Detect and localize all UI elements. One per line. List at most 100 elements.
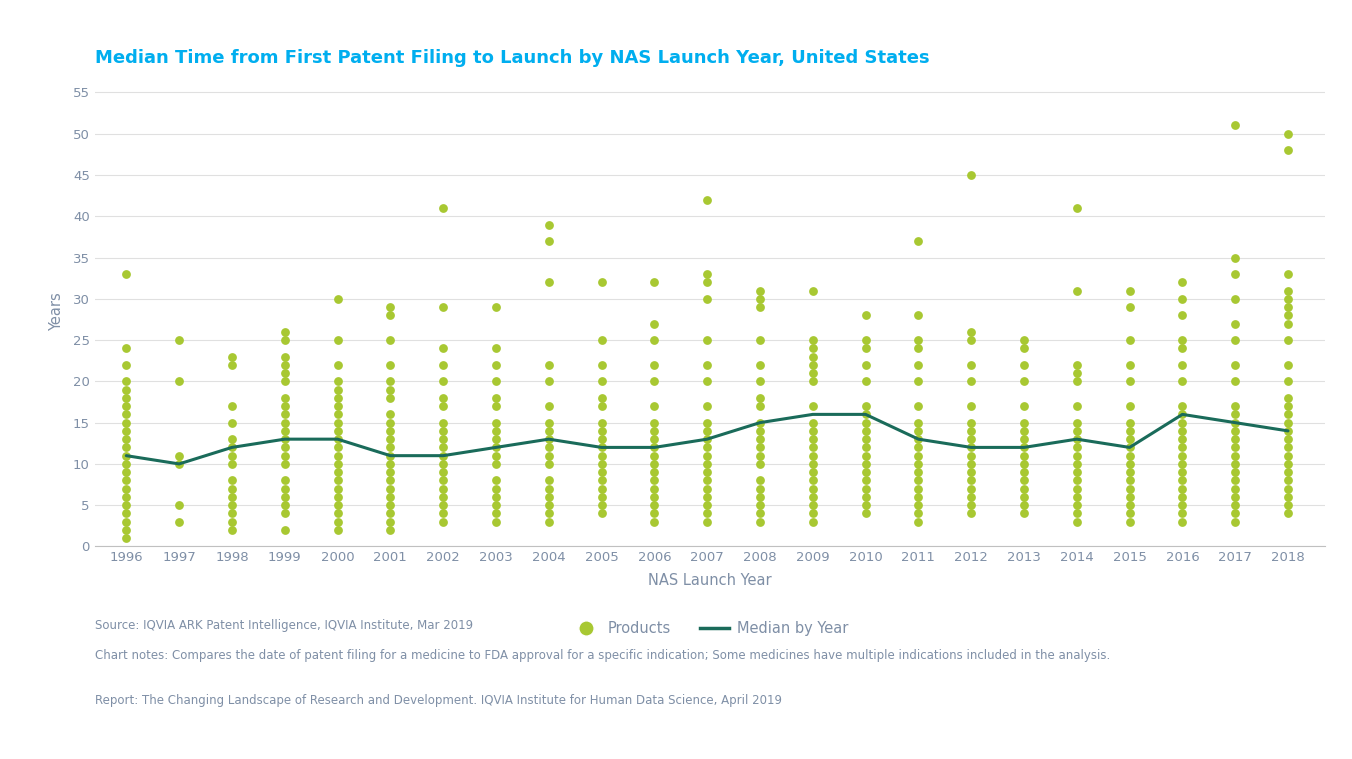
Point	[696, 375, 718, 387]
Point	[591, 507, 612, 519]
Point	[1065, 400, 1087, 412]
Point	[1225, 466, 1247, 478]
Point	[274, 449, 296, 461]
Point	[1013, 433, 1034, 446]
Point	[433, 515, 454, 528]
Point	[1065, 433, 1087, 446]
Point	[854, 499, 876, 512]
Point	[749, 293, 771, 305]
Point	[433, 202, 454, 214]
Point	[485, 392, 507, 404]
Point	[380, 449, 402, 461]
Point	[749, 483, 771, 495]
Point	[1172, 425, 1194, 437]
Point	[380, 334, 402, 346]
Point	[749, 334, 771, 346]
Point	[433, 400, 454, 412]
Point	[1065, 491, 1087, 503]
Point	[1118, 515, 1140, 528]
Point	[696, 433, 718, 446]
Point	[115, 383, 137, 395]
Point	[380, 408, 402, 420]
Point	[1225, 507, 1247, 519]
Point	[1118, 375, 1140, 387]
Point	[696, 515, 718, 528]
Point	[115, 433, 137, 446]
Point	[907, 499, 929, 512]
Point	[1172, 400, 1194, 412]
Text: Chart notes: Compares the date of patent filing for a medicine to FDA approval f: Chart notes: Compares the date of patent…	[95, 649, 1110, 662]
Point	[327, 400, 349, 412]
Point	[222, 359, 243, 371]
Point	[1172, 507, 1194, 519]
Point	[644, 507, 665, 519]
Point	[327, 433, 349, 446]
Point	[222, 474, 243, 487]
Point	[907, 515, 929, 528]
Point	[222, 499, 243, 512]
Point	[168, 515, 189, 528]
Legend: Products, Median by Year: Products, Median by Year	[565, 615, 854, 641]
Point	[1065, 359, 1087, 371]
Point	[1065, 515, 1087, 528]
Point	[696, 417, 718, 429]
Point	[802, 359, 823, 371]
Point	[749, 449, 771, 461]
Point	[1278, 425, 1299, 437]
Point	[1225, 449, 1247, 461]
Point	[696, 458, 718, 470]
Point	[907, 483, 929, 495]
Point	[380, 383, 402, 395]
Point	[696, 474, 718, 487]
Point	[433, 458, 454, 470]
Point	[1013, 458, 1034, 470]
Point	[1172, 408, 1194, 420]
Point	[907, 441, 929, 453]
Point	[274, 400, 296, 412]
Point	[1118, 499, 1140, 512]
Point	[1278, 268, 1299, 280]
Point	[960, 326, 982, 338]
Point	[1278, 334, 1299, 346]
Point	[591, 491, 612, 503]
Point	[960, 499, 982, 512]
Point	[380, 499, 402, 512]
Point	[1065, 474, 1087, 487]
Point	[115, 515, 137, 528]
Point	[802, 425, 823, 437]
Point	[960, 169, 982, 181]
Point	[1225, 417, 1247, 429]
Point	[591, 392, 612, 404]
Point	[1118, 417, 1140, 429]
Point	[854, 309, 876, 321]
Point	[1278, 491, 1299, 503]
Point	[1065, 458, 1087, 470]
Point	[538, 433, 560, 446]
Point	[380, 375, 402, 387]
Point	[854, 458, 876, 470]
Point	[591, 425, 612, 437]
Point	[1013, 474, 1034, 487]
Point	[327, 499, 349, 512]
Point	[538, 417, 560, 429]
Point	[115, 449, 137, 461]
Point	[1172, 293, 1194, 305]
Point	[1278, 309, 1299, 321]
Point	[274, 425, 296, 437]
Point	[591, 417, 612, 429]
Point	[696, 276, 718, 288]
Point	[1118, 433, 1140, 446]
Point	[802, 285, 823, 297]
Point	[854, 342, 876, 354]
Point	[696, 194, 718, 206]
Point	[168, 499, 189, 512]
Point	[274, 499, 296, 512]
Point	[696, 449, 718, 461]
Point	[696, 400, 718, 412]
Point	[1225, 458, 1247, 470]
Point	[433, 441, 454, 453]
Text: Median Time from First Patent Filing to Launch by NAS Launch Year, United States: Median Time from First Patent Filing to …	[95, 49, 929, 68]
Point	[222, 351, 243, 363]
Point	[327, 375, 349, 387]
Point	[274, 334, 296, 346]
